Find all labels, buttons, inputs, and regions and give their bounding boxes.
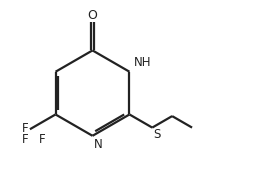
Text: S: S: [153, 128, 160, 141]
Text: O: O: [88, 9, 98, 22]
Text: F: F: [22, 122, 28, 135]
Text: F: F: [22, 134, 28, 146]
Text: F: F: [39, 134, 45, 146]
Text: NH: NH: [134, 56, 151, 69]
Text: N: N: [94, 138, 103, 151]
